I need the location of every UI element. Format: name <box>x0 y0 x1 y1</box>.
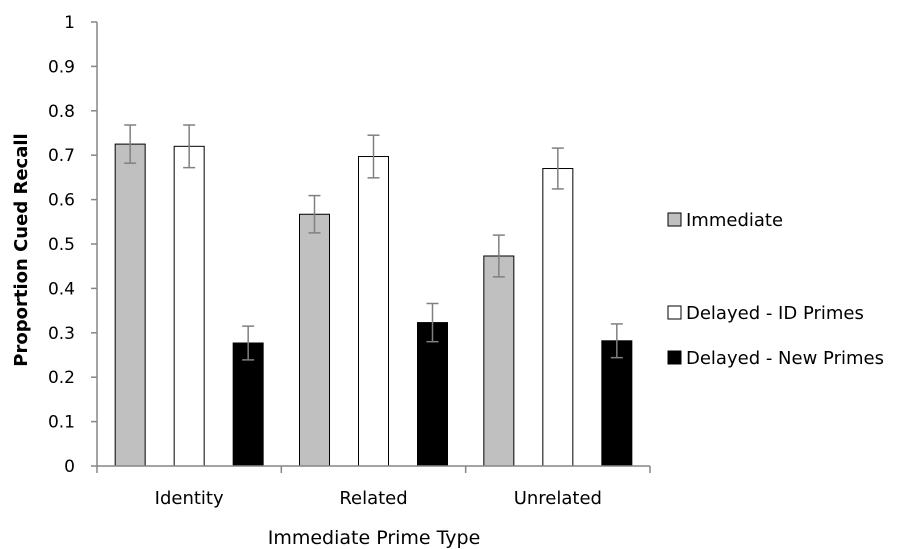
error-bar <box>610 323 623 359</box>
error-bar <box>308 194 321 234</box>
legend-swatch <box>667 212 682 227</box>
y-tick-label: 0.2 <box>48 368 75 388</box>
bar <box>299 213 330 467</box>
bar <box>232 342 264 467</box>
legend-swatch <box>667 350 682 365</box>
bar <box>114 143 146 467</box>
y-tick-label: 0.9 <box>48 57 75 77</box>
y-axis-ticks: 0 0.1 0.2 0.3 0.4 0.5 0.6 0.7 0.8 0.9 1 <box>48 13 97 477</box>
category-labels: Identity Related Unrelated <box>155 488 602 509</box>
y-tick-label: 0.1 <box>48 413 75 433</box>
bar <box>173 145 205 467</box>
y-tick-label: 0.6 <box>48 191 75 211</box>
error-bar <box>367 134 380 179</box>
y-tick-label: 0.5 <box>48 235 75 255</box>
bar <box>542 168 574 467</box>
legend-item: Delayed - ID Primes <box>667 303 864 324</box>
bar <box>601 340 633 467</box>
bar <box>483 255 515 467</box>
legend-label: Delayed - New Primes <box>686 348 884 369</box>
legend: Immediate Delayed - ID Primes Delayed - Ne… <box>667 210 884 369</box>
error-bars <box>124 124 623 361</box>
category-label: Identity <box>155 488 224 509</box>
category-label: Related <box>339 488 407 509</box>
y-axis-title: Proportion Cued Recall <box>11 133 32 366</box>
y-tick-label: 0.3 <box>48 324 75 344</box>
bars <box>114 143 633 467</box>
error-bar <box>242 325 255 361</box>
error-bar <box>551 147 564 190</box>
legend-label: Immediate <box>686 210 783 231</box>
bar <box>358 156 389 467</box>
legend-label: Delayed - ID Primes <box>686 303 864 324</box>
error-bar <box>492 234 505 278</box>
legend-swatch <box>667 305 682 320</box>
y-tick-label: 0 <box>64 457 75 477</box>
category-label: Unrelated <box>514 488 602 509</box>
legend-item: Immediate <box>667 210 783 231</box>
y-tick-label: 1 <box>64 13 75 33</box>
error-bar <box>183 124 196 169</box>
legend-item: Delayed - New Primes <box>667 348 884 369</box>
y-tick-label: 0.4 <box>48 279 75 299</box>
y-tick-label: 0.7 <box>48 146 75 166</box>
bar <box>417 322 448 467</box>
y-tick-label: 0.8 <box>48 102 75 122</box>
x-axis-ticks <box>96 466 651 473</box>
x-axis-title: Immediate Prime Type <box>268 527 481 549</box>
error-bar <box>426 302 439 343</box>
error-bar <box>124 124 137 164</box>
